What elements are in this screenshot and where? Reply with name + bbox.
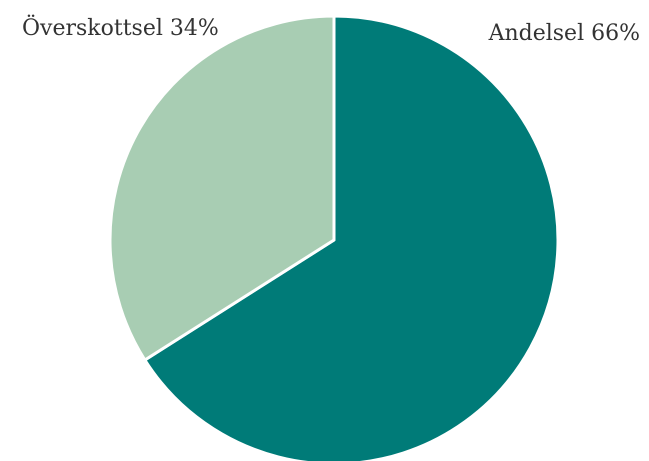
pie-slice-andelsel: [143, 14, 560, 461]
pie-slice-overskottsel: [108, 14, 336, 362]
pie-slices: [108, 14, 560, 461]
slice-label-overskottsel: Överskottsel 34%: [22, 14, 219, 41]
slice-label-andelsel: Andelsel 66%: [488, 21, 640, 46]
